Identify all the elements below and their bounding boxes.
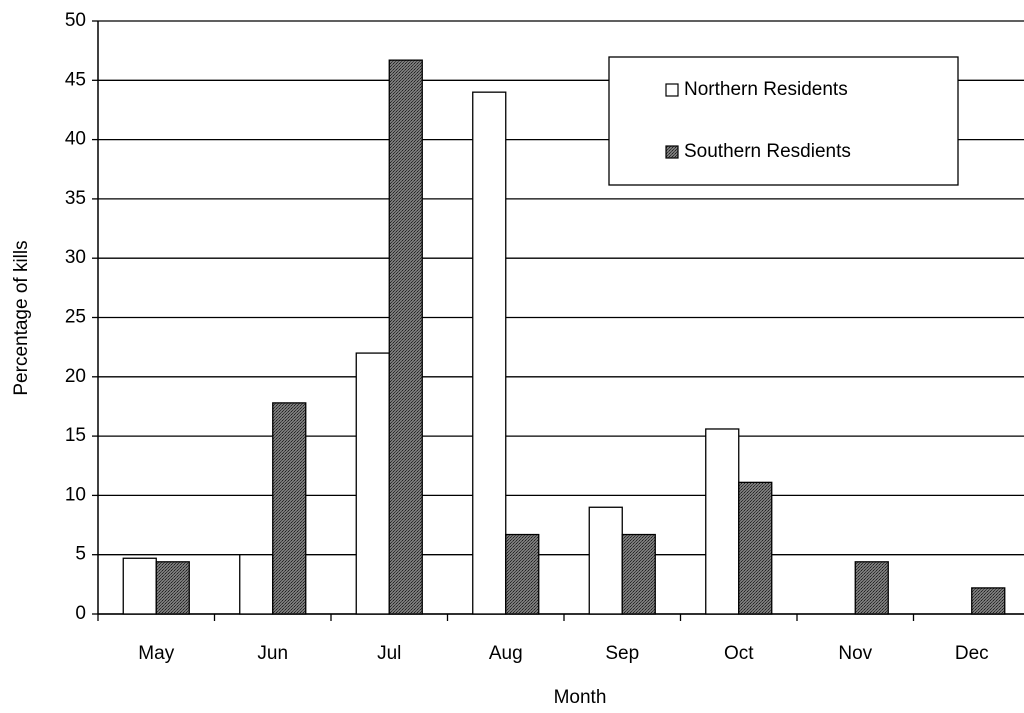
- bar: [388, 59, 423, 615]
- x-axis-title: Month: [554, 687, 607, 708]
- bar: [472, 91, 507, 615]
- y-axis-title: Percentage of kills: [11, 240, 32, 395]
- y-tick-label: 10: [65, 484, 86, 505]
- bar: [155, 561, 190, 615]
- legend-box: [608, 56, 959, 186]
- y-tick-label: 0: [75, 603, 86, 624]
- y-tick-label: 15: [65, 425, 86, 446]
- x-tick-label: Nov: [838, 643, 872, 664]
- y-tick-label: 45: [65, 69, 86, 90]
- bar: [355, 352, 390, 615]
- y-tick-label: 35: [65, 188, 86, 209]
- bar: [272, 402, 307, 615]
- bar: [854, 561, 889, 615]
- y-tick-label: 50: [65, 10, 86, 31]
- bar: [239, 554, 274, 615]
- y-tick-label: 5: [75, 544, 86, 565]
- x-tick-label: Jun: [257, 643, 288, 664]
- bar: [971, 587, 1006, 615]
- y-tick-label: 30: [65, 247, 86, 268]
- y-tick-label: 20: [65, 366, 86, 387]
- x-tick-label: Dec: [955, 643, 989, 664]
- y-tick-label: 25: [65, 307, 86, 328]
- y-tick-label: 40: [65, 129, 86, 150]
- bar: [621, 533, 656, 615]
- x-tick-label: Aug: [489, 643, 523, 664]
- legend-swatch: [665, 145, 679, 159]
- bar: [705, 428, 740, 615]
- bar: [505, 533, 540, 615]
- legend-swatch: [665, 83, 679, 97]
- bar: [122, 557, 157, 615]
- x-tick-label: Oct: [724, 643, 754, 664]
- x-tick-label: Sep: [605, 643, 639, 664]
- bar: [588, 506, 623, 615]
- bar: [738, 481, 773, 615]
- x-tick-label: May: [138, 643, 174, 664]
- legend-label: Northern Residents: [684, 79, 848, 100]
- legend-label: Southern Resdients: [684, 141, 851, 162]
- x-tick-label: Jul: [377, 643, 401, 664]
